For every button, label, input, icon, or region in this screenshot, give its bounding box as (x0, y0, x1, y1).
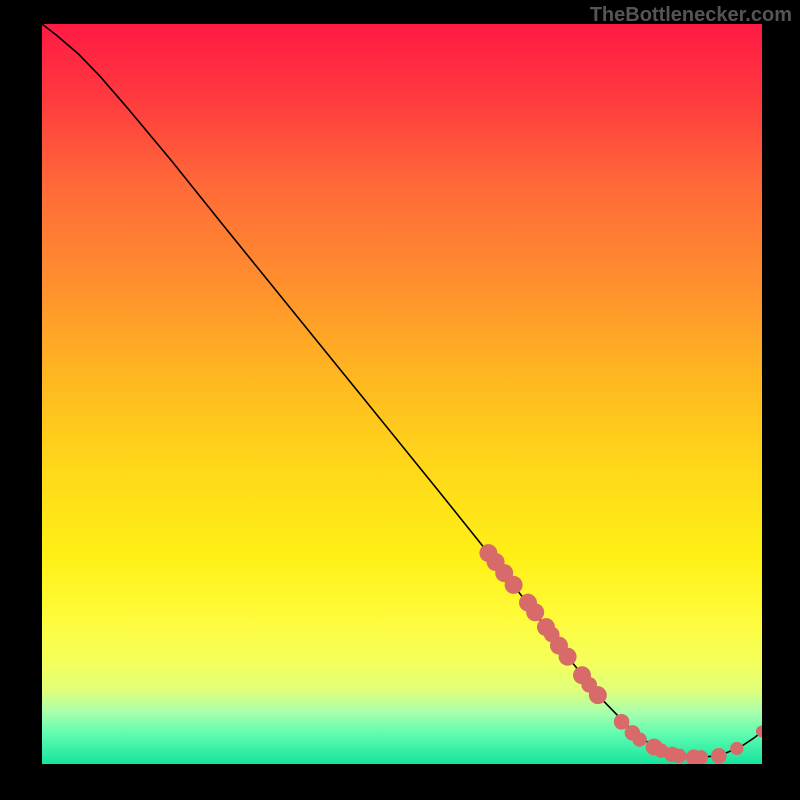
marker-dot (559, 648, 577, 666)
plot-area (42, 24, 762, 764)
chart-svg (42, 24, 762, 764)
marker-dot (505, 576, 523, 594)
watermark-text: TheBottlenecker.com (590, 4, 792, 27)
marker-dot (711, 748, 727, 764)
marker-dot (672, 749, 686, 763)
marker-dot (526, 603, 544, 621)
chart-container: TheBottlenecker.com (0, 0, 800, 800)
marker-dot (694, 750, 708, 764)
marker-dot (730, 742, 743, 755)
marker-dot (632, 732, 646, 746)
marker-dot (589, 686, 607, 704)
